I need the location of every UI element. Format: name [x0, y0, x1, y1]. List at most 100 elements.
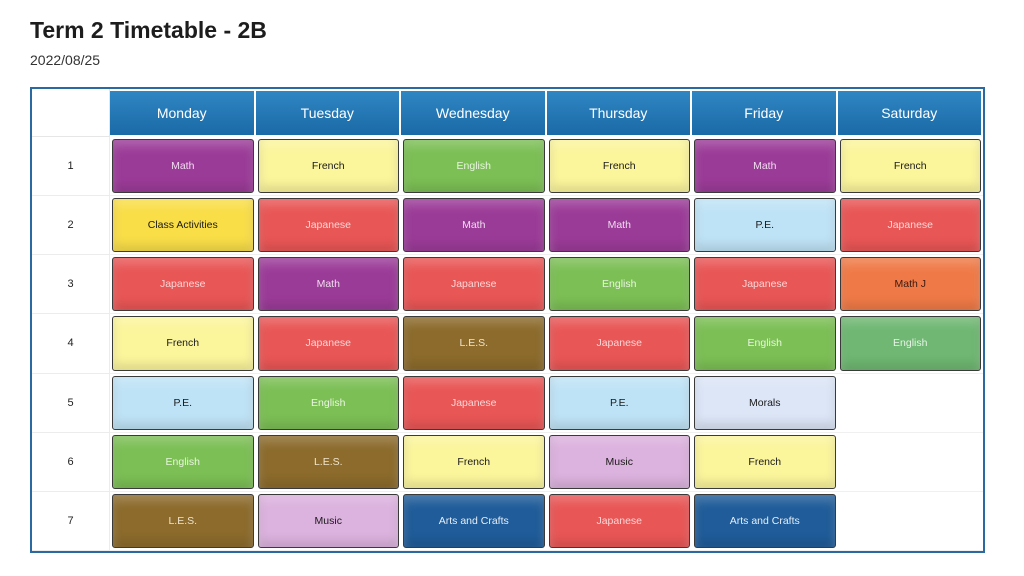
timetable-slot: P.E. — [110, 374, 256, 433]
timetable-slot: English — [837, 314, 983, 374]
subject-cell: Math — [403, 198, 545, 253]
subject-cell: French — [839, 139, 981, 194]
subject-cell: Morals — [694, 375, 836, 430]
subject-cell: Japanese — [839, 198, 981, 253]
timetable-slot: Japanese — [255, 314, 401, 374]
timetable-slot — [837, 374, 983, 433]
timetable-slot: L.E.S. — [401, 314, 547, 374]
period-number: 3 — [32, 255, 110, 315]
timetable-slot: English — [255, 374, 401, 433]
day-header-tuesday: Tuesday — [255, 91, 399, 135]
timetable-slot: Music — [255, 492, 401, 551]
timetable-slot: Arts and Crafts — [692, 492, 838, 551]
subject-cell: Japanese — [548, 316, 690, 371]
subject-cell: P.E. — [112, 375, 254, 430]
timetable-slot: Japanese — [401, 374, 547, 433]
subject-cell: French — [694, 434, 836, 489]
empty-cell — [840, 494, 982, 548]
empty-cell — [840, 376, 982, 430]
timetable-slot: French — [546, 137, 692, 197]
day-header-wednesday: Wednesday — [401, 91, 545, 135]
timetable-slot: Math — [692, 137, 838, 197]
timetable-slot: L.E.S. — [255, 433, 401, 492]
period-number: 6 — [32, 432, 110, 492]
subject-cell: Class Activities — [112, 198, 254, 253]
timetable-slot: French — [837, 137, 983, 197]
timetable-slot: P.E. — [692, 196, 838, 256]
subject-cell: Math J — [839, 257, 981, 312]
timetable-slot: Japanese — [255, 196, 401, 256]
subject-cell: French — [403, 434, 545, 489]
subject-cell: French — [257, 139, 399, 194]
timetable-slot: L.E.S. — [110, 492, 256, 551]
timetable-slot: English — [110, 433, 256, 492]
timetable-slot: Japanese — [110, 255, 256, 315]
subject-cell: English — [694, 316, 836, 371]
subject-cell: Math — [694, 139, 836, 194]
period-number: 7 — [32, 491, 110, 551]
timetable-slot: English — [692, 314, 838, 374]
empty-cell — [840, 435, 982, 489]
subject-cell: Arts and Crafts — [694, 493, 836, 548]
timetable-grid: Monday Tuesday Wednesday Thursday Friday… — [30, 87, 985, 553]
subject-cell: Japanese — [112, 257, 254, 312]
timetable-slot — [837, 492, 983, 551]
subject-cell: P.E. — [694, 198, 836, 253]
timetable-slot: Math — [546, 196, 692, 256]
timetable-slot: French — [255, 137, 401, 197]
timetable-slot: Japanese — [692, 255, 838, 315]
subject-cell: Math — [548, 198, 690, 253]
timetable-slot: French — [692, 433, 838, 492]
subject-cell: Japanese — [257, 198, 399, 253]
timetable-slot — [837, 433, 983, 492]
subject-cell: English — [112, 434, 254, 489]
subject-cell: P.E. — [548, 375, 690, 430]
day-header-thursday: Thursday — [546, 91, 690, 135]
subject-cell: Arts and Crafts — [403, 493, 545, 548]
timetable-slot: Arts and Crafts — [401, 492, 547, 551]
day-header-saturday: Saturday — [837, 91, 981, 135]
timetable-slot: Math — [401, 196, 547, 256]
subject-cell: English — [548, 257, 690, 312]
subject-cell: French — [548, 139, 690, 194]
subject-cell: L.E.S. — [112, 493, 254, 548]
subject-cell: Japanese — [257, 316, 399, 371]
timetable-slot: Math — [110, 137, 256, 197]
subject-cell: English — [403, 139, 545, 194]
period-number: 2 — [32, 196, 110, 256]
day-header-friday: Friday — [692, 91, 836, 135]
timetable-slot: Class Activities — [110, 196, 256, 256]
subject-cell: Math — [112, 139, 254, 194]
subject-cell: English — [839, 316, 981, 371]
timetable-slot: Math — [255, 255, 401, 315]
timetable-slot: Music — [546, 433, 692, 492]
subject-cell: English — [257, 375, 399, 430]
timetable-slot: French — [110, 314, 256, 374]
timetable-slot: Morals — [692, 374, 838, 433]
subject-cell: L.E.S. — [257, 434, 399, 489]
period-number: 1 — [32, 137, 110, 197]
subject-cell: Japanese — [403, 375, 545, 430]
timetable-slot: English — [401, 137, 547, 197]
timetable-slot: Japanese — [401, 255, 547, 315]
timetable-slot: P.E. — [546, 374, 692, 433]
corner-cell — [32, 89, 110, 137]
day-header-monday: Monday — [110, 91, 254, 135]
timetable-slot: Japanese — [837, 196, 983, 256]
timetable-slot: Japanese — [546, 492, 692, 551]
timetable-slot: Japanese — [546, 314, 692, 374]
subject-cell: Japanese — [694, 257, 836, 312]
subject-cell: Music — [548, 434, 690, 489]
subject-cell: L.E.S. — [403, 316, 545, 371]
subject-cell: Japanese — [548, 493, 690, 548]
timetable-slot: Math J — [837, 255, 983, 315]
page-title: Term 2 Timetable - 2B — [30, 17, 267, 43]
period-number: 5 — [32, 373, 110, 433]
timetable-slot: English — [546, 255, 692, 315]
subject-cell: French — [112, 316, 254, 371]
subject-cell: Japanese — [403, 257, 545, 312]
period-number: 4 — [32, 314, 110, 374]
timetable-slot: French — [401, 433, 547, 492]
date-label: 2022/08/25 — [30, 52, 101, 68]
subject-cell: Music — [257, 493, 399, 548]
